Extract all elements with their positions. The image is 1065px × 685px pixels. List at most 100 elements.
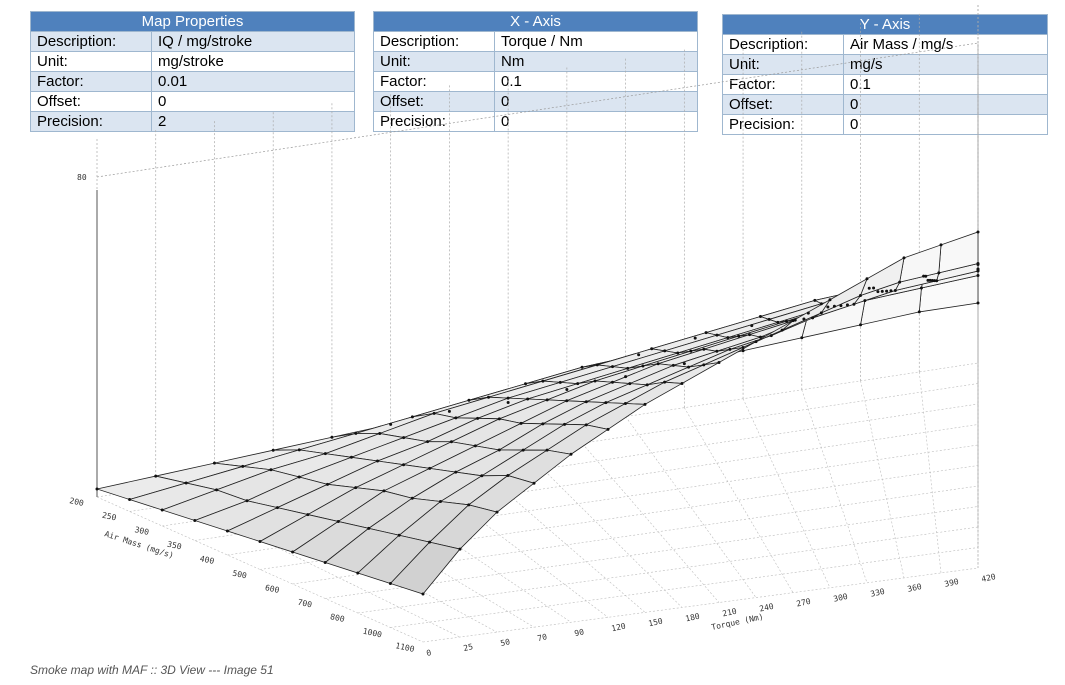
surface-node: [584, 423, 588, 427]
z-guide-line: [96, 42, 979, 248]
surface-node: [506, 474, 510, 477]
surface-node: [215, 488, 219, 492]
floor-grid-line: [227, 444, 979, 556]
surface-node: [275, 506, 279, 510]
surface-node: [580, 365, 584, 369]
surface-node: [780, 328, 784, 332]
row-value: mg/stroke: [151, 51, 355, 72]
surface-node: [428, 540, 432, 544]
surface-node: [785, 319, 789, 323]
surface-node: [367, 526, 371, 530]
x-tick-label: 360: [907, 582, 923, 594]
x-tick-label: 0: [426, 648, 433, 658]
y-tick-label: 250: [101, 511, 117, 523]
y-tick-label: 1000: [362, 627, 383, 640]
surface-node: [487, 395, 491, 399]
surface-node: [932, 279, 936, 283]
surface-node: [702, 363, 706, 367]
row-label: Factor:: [373, 71, 495, 92]
floor-grid-line: [390, 547, 979, 628]
surface-node: [898, 280, 902, 284]
row-value: mg/s: [843, 54, 1048, 75]
surface-node: [791, 319, 795, 323]
surface-node: [811, 316, 815, 320]
surface-node: [702, 347, 706, 351]
surface-node: [689, 349, 693, 353]
surface-node: [604, 401, 608, 405]
x-tick-label: 330: [870, 587, 886, 599]
y-tick-label: 500: [232, 569, 248, 581]
surface-node: [885, 289, 889, 293]
surface-node: [410, 415, 414, 419]
surface-node: [872, 286, 876, 290]
row-label: Offset:: [373, 91, 495, 112]
x-tick-label: 120: [611, 621, 627, 633]
surface-node: [402, 436, 406, 440]
surface-node: [606, 427, 610, 431]
surface-node: [519, 421, 523, 425]
surface-node: [154, 474, 158, 478]
surface-node: [826, 305, 830, 309]
surface-node: [976, 262, 980, 265]
surface-node: [271, 448, 275, 452]
floor-grid-line: [422, 567, 979, 643]
row-value: 0.01: [151, 71, 355, 92]
surface-node: [656, 362, 660, 366]
row-value: 0: [494, 111, 698, 132]
surface-node: [330, 435, 334, 439]
surface-node: [541, 379, 545, 383]
surface-node: [245, 499, 249, 503]
surface-node: [717, 361, 721, 365]
surface-node: [919, 286, 923, 290]
surface-node: [389, 422, 393, 426]
floor-grid-line: [325, 506, 979, 599]
y-axis-table: Y - Axis Description: Air Mass / mg/s Uni…: [722, 14, 1048, 135]
surface-node: [410, 496, 414, 500]
surface-node: [819, 311, 823, 315]
surface-node: [676, 351, 680, 355]
surface-node: [576, 382, 580, 386]
surface-node: [726, 336, 730, 340]
y-tick-label: 300: [134, 525, 150, 537]
surface-node: [184, 481, 188, 485]
table-title: Y - Axis: [722, 14, 1048, 35]
surface-node: [297, 448, 301, 452]
surface-node: [269, 468, 273, 472]
row-label: Factor:: [30, 71, 152, 92]
y-tick-label: 350: [166, 540, 182, 552]
surface-node: [421, 592, 425, 596]
surface-node: [354, 486, 358, 490]
surface-node: [643, 402, 647, 406]
surface-node: [626, 366, 630, 370]
surface-node: [397, 533, 401, 537]
surface-node: [225, 529, 229, 533]
surface-node: [497, 448, 501, 452]
surface-node: [467, 503, 471, 507]
surface-node: [671, 363, 675, 367]
surface-node: [480, 474, 484, 478]
surface-node: [939, 243, 943, 247]
row-value: 0: [843, 94, 1048, 115]
surface-node: [893, 288, 897, 292]
surface-node: [438, 500, 442, 504]
y-tick-label: 200: [69, 496, 85, 508]
row-label: Precision:: [373, 111, 495, 132]
surface-node: [336, 519, 340, 523]
surface-node: [376, 459, 380, 463]
surface-node: [349, 455, 353, 459]
x-tick-label: 50: [500, 637, 511, 648]
figure-caption: Smoke map with MAF :: 3D View --- Image …: [30, 663, 274, 677]
surface-node: [569, 452, 573, 456]
surface-node: [212, 461, 216, 465]
row-value: Air Mass / mg/s: [843, 34, 1048, 55]
surface-node: [506, 396, 510, 400]
y-tick-label: 600: [264, 583, 280, 595]
floor-grid-line: [625, 416, 757, 598]
surface-node: [741, 346, 745, 349]
x-tick-label: 420: [981, 572, 997, 584]
surface-node: [356, 571, 360, 575]
surface-node: [426, 440, 430, 444]
row-label: Description:: [30, 31, 152, 52]
surface-node: [454, 470, 458, 474]
row-label: Unit:: [722, 54, 844, 75]
